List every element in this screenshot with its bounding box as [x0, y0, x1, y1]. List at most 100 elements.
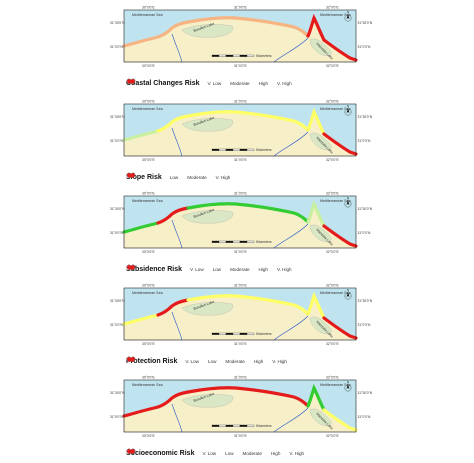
coast-risk-segment	[186, 110, 310, 132]
longitude-tick-top: 31°0'0"E	[234, 6, 247, 10]
legend-item: Low	[126, 172, 179, 180]
lake-right	[309, 38, 332, 56]
legend-label: V. High	[277, 80, 292, 86]
coast-risk-segment	[322, 408, 358, 432]
legend-label: V. High	[272, 358, 287, 364]
longitude-tick-top: 30°0'0"E	[142, 376, 155, 380]
longitude-tick-bottom: 30°0'0"E	[142, 342, 155, 346]
river-damietta-branch	[273, 407, 309, 433]
sea-label: Mediterranean Sea	[132, 107, 163, 111]
river-rosetta-branch	[171, 33, 183, 63]
longitude-tick-top: 32°0'0"E	[326, 284, 339, 288]
legend-label: V. Low	[207, 80, 222, 86]
lake-left	[181, 210, 234, 224]
north-arrow-icon: N	[344, 104, 352, 116]
legend-label: V. High	[276, 266, 292, 272]
legend-label: Moderate	[230, 266, 250, 272]
latitude-tick-right: 31°30'0"N	[358, 21, 373, 25]
coast-risk-segment	[156, 206, 190, 225]
legend-label: Moderate	[225, 358, 245, 364]
longitude-tick-top: 30°0'0"E	[142, 6, 155, 10]
legend-swatch-icon	[126, 356, 136, 362]
map-svg: Mediterranean Sea Mediterranean Sea Burull…	[110, 284, 373, 347]
scale-label: Kilometers	[256, 332, 272, 336]
coast-risk-segment	[122, 221, 160, 234]
north-arrow-icon: N	[344, 10, 352, 22]
sea-label: Mediterranean Sea	[320, 291, 351, 295]
scale-bar: Kilometers	[211, 424, 272, 428]
lake-label: Burullus Lake	[193, 392, 215, 403]
latitude-tick-left: 31°0'0"N	[110, 323, 123, 327]
legend-item: V. Low	[126, 78, 222, 86]
scale-label: Kilometers	[256, 240, 272, 244]
legend-title: Slope Risk	[126, 173, 162, 181]
legend-label: Moderate	[187, 174, 207, 180]
map-panel: Mediterranean Sea Mediterranean Sea Burull…	[110, 282, 373, 370]
longitude-tick-bottom: 30°0'0"E	[142, 158, 155, 162]
legend-item: V. High	[126, 172, 230, 180]
legend-item: V. High	[126, 356, 287, 364]
longitude-tick-top: 30°0'0"E	[142, 192, 155, 196]
north-arrow-icon: N	[344, 380, 352, 392]
map-panel: Mediterranean Sea Mediterranean Sea Burull…	[110, 4, 373, 92]
legend-label: Low	[169, 174, 179, 180]
coast-risk-segment	[156, 20, 190, 39]
legend-label: V. Low	[190, 266, 204, 272]
lake-left	[181, 118, 234, 132]
longitude-tick-bottom: 30°0'0"E	[142, 64, 155, 68]
coast-risk-segment	[306, 383, 326, 412]
coast-risk-segment	[186, 386, 310, 408]
legend-swatch-icon	[126, 448, 136, 454]
legend-item: V. High	[126, 448, 304, 456]
longitude-tick-bottom: 32°0'0"E	[326, 64, 339, 68]
map-svg: Mediterranean Sea Mediterranean Sea Burull…	[110, 100, 373, 163]
longitude-tick-top: 32°0'0"E	[326, 376, 339, 380]
longitude-tick-bottom: 32°0'0"E	[326, 342, 339, 346]
north-label: N	[347, 380, 350, 384]
north-arrow-icon: N	[344, 288, 352, 300]
latitude-tick-right: 31°30'0"N	[358, 299, 373, 303]
coast-risk-segment	[122, 405, 160, 418]
north-label: N	[347, 288, 350, 292]
legend-item: Moderate	[126, 356, 245, 364]
north-label: N	[347, 196, 350, 200]
sea-label: Mediterranean Sea	[132, 199, 163, 203]
scale-label: Kilometers	[256, 424, 272, 428]
latitude-tick-right: 31°30'0"N	[358, 207, 373, 211]
latitude-tick-left: 31°0'0"N	[110, 415, 123, 419]
legend: Coastal Changes Risk V. Low Moderate High V.…	[126, 78, 299, 88]
legend-label: High	[258, 266, 268, 272]
legend: Subsidence Risk V. Low Low Moderate High V. H…	[126, 264, 299, 274]
river-damietta-branch	[273, 315, 309, 341]
coast-risk-segment	[122, 129, 160, 142]
map-frame	[123, 9, 357, 63]
coast-risk-segment	[322, 316, 358, 340]
lake-right	[309, 132, 332, 150]
coast-risk-segment	[306, 291, 326, 320]
legend-item: V. Low	[126, 356, 199, 364]
longitude-tick-top: 32°0'0"E	[326, 100, 339, 104]
legend-item: Moderate	[126, 448, 262, 456]
map-frame	[123, 103, 357, 157]
longitude-tick-top: 31°0'0"E	[234, 376, 247, 380]
longitude-tick-bottom: 31°0'0"E	[234, 434, 247, 438]
longitude-tick-bottom: 32°0'0"E	[326, 434, 339, 438]
map-svg: Mediterranean Sea Mediterranean Sea Burull…	[110, 6, 373, 69]
river-rosetta-branch	[171, 127, 183, 157]
latitude-tick-left: 31°0'0"N	[110, 231, 123, 235]
legend-label: Low	[212, 266, 222, 272]
legend-item: High	[126, 78, 268, 86]
sea-label: Mediterranean Sea	[132, 383, 163, 387]
legend-label: Low	[225, 450, 234, 456]
sea-label: Mediterranean Sea	[320, 13, 351, 17]
longitude-tick-top: 31°0'0"E	[234, 100, 247, 104]
lake-label: Burullus Lake	[193, 208, 215, 219]
scale-bar: Kilometers	[211, 332, 272, 336]
north-arrow-icon: N	[344, 196, 352, 208]
legend-title: Subsidence Risk	[126, 265, 183, 273]
lake-right	[309, 316, 332, 334]
sea-label: Mediterranean Sea	[320, 199, 351, 203]
lake-label: Burullus Lake	[193, 22, 215, 33]
legend-item: Low	[126, 264, 222, 272]
lake-left	[181, 394, 234, 408]
